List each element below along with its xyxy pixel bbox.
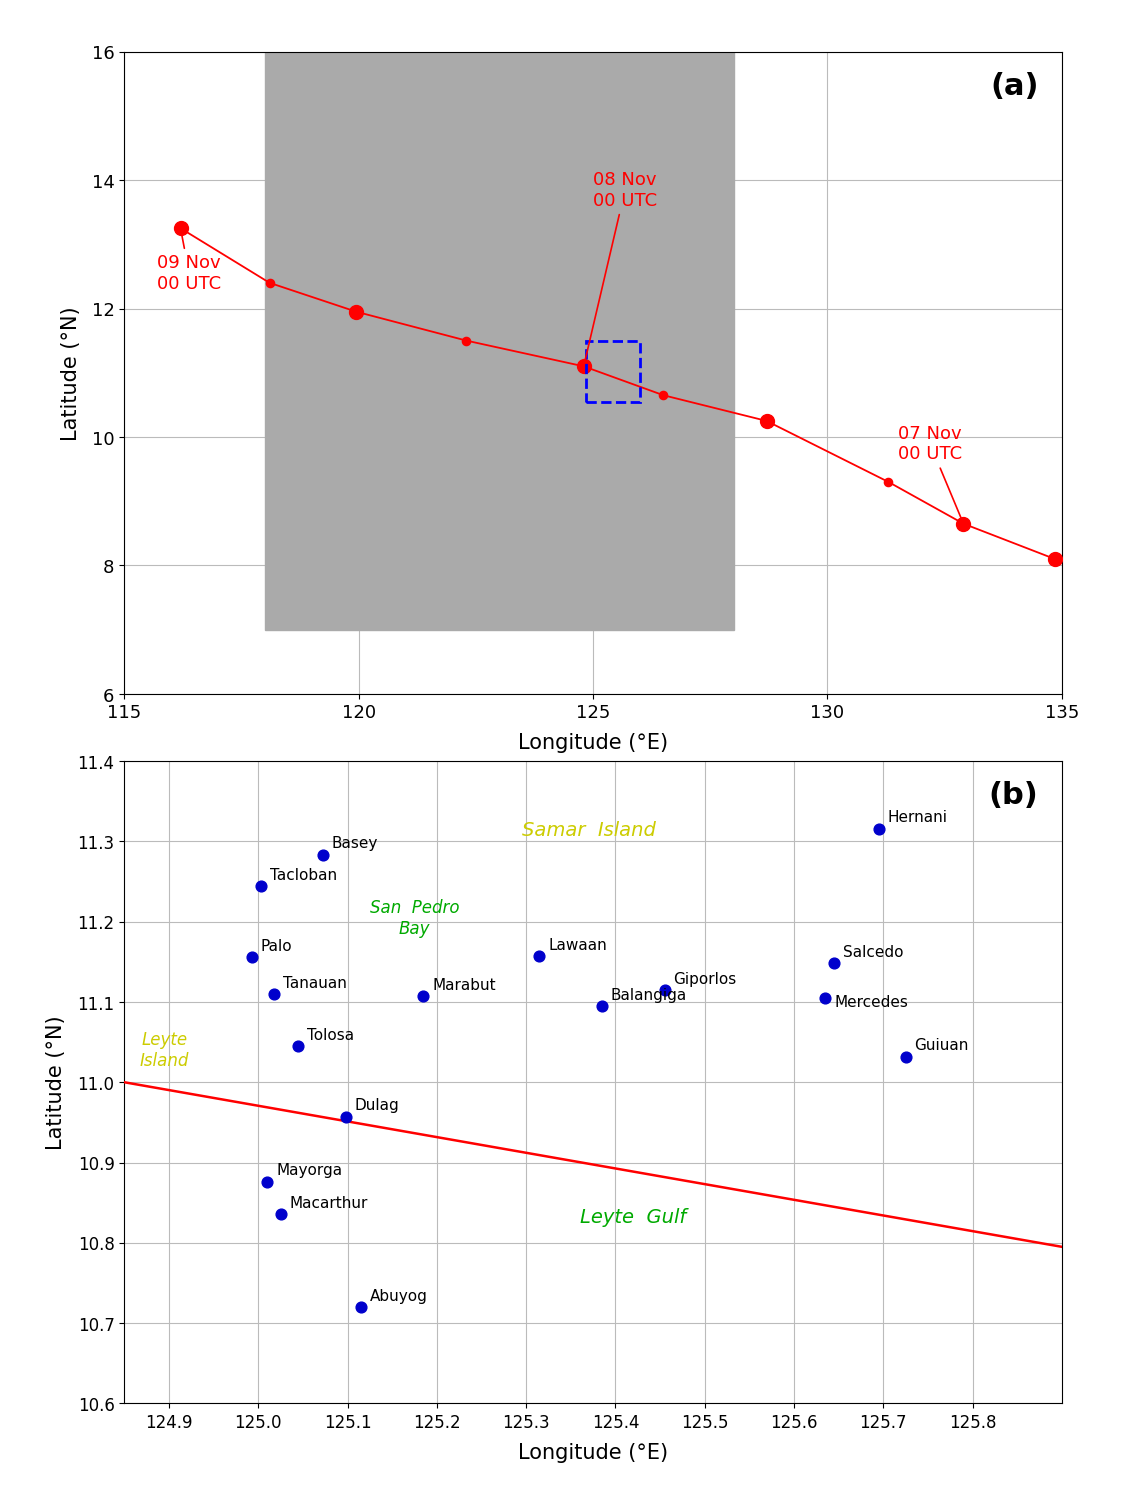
Text: Abuyog: Abuyog [369,1288,428,1303]
X-axis label: Longitude (°E): Longitude (°E) [518,1442,667,1462]
Text: Salcedo: Salcedo [842,945,903,960]
Point [954,512,972,536]
Text: 07 Nov
00 UTC: 07 Nov 00 UTC [898,424,962,521]
Bar [586,340,639,402]
Point [351,1294,369,1318]
Text: 08 Nov
00 UTC: 08 Nov 00 UTC [584,170,657,364]
Text: (a): (a) [989,72,1038,100]
Text: Balangiga: Balangiga [611,987,686,1002]
Point [1045,548,1064,572]
Point [575,355,593,379]
Point [1045,548,1064,572]
Text: Palo: Palo [261,938,292,953]
Point [896,1045,914,1069]
Point [655,978,673,1002]
Point [816,987,834,1011]
Text: Tanauan: Tanauan [283,975,347,990]
Point [347,300,365,324]
Point [457,330,475,354]
Text: Mercedes: Mercedes [833,994,908,1009]
Point [261,272,279,296]
Text: Tolosa: Tolosa [307,1027,355,1042]
Bar [265,52,734,630]
Point [252,875,270,899]
Point [336,1105,355,1129]
Point [824,951,842,975]
Point [313,844,331,867]
Text: San  Pedro
Bay: San Pedro Bay [369,899,460,938]
Point [289,1035,307,1059]
Text: Tacloban: Tacloban [270,867,336,882]
Text: Lawaan: Lawaan [548,938,606,953]
Point [531,945,549,969]
Text: Hernani: Hernani [887,809,947,824]
Text: Dulag: Dulag [355,1097,400,1112]
Point [257,1171,275,1194]
Text: Marabut: Marabut [432,978,496,993]
Text: Leyte  Gulf: Leyte Gulf [580,1208,686,1227]
Point [954,512,972,536]
Y-axis label: Latitude (°N): Latitude (°N) [61,306,80,440]
Point [271,1202,289,1226]
Text: Samar  Island: Samar Island [522,820,655,839]
Point [265,982,283,1006]
Text: Basey: Basey [331,836,377,851]
Point [347,300,365,324]
Point [878,470,896,494]
Point [243,945,261,969]
Point [869,817,887,841]
Point [414,984,432,1008]
Text: Giporlos: Giporlos [673,970,736,985]
Point [593,994,611,1018]
Text: Leyte
Island: Leyte Island [140,1032,189,1069]
Point [758,409,776,433]
Point [575,355,593,379]
Text: 09 Nov
00 UTC: 09 Nov 00 UTC [157,231,221,293]
Point [758,409,776,433]
Y-axis label: Latitude (°N): Latitude (°N) [46,1015,67,1150]
Text: Macarthur: Macarthur [289,1194,368,1209]
Point [654,384,672,408]
Text: Mayorga: Mayorga [275,1163,342,1178]
Text: (b): (b) [988,781,1038,809]
Point [172,216,190,240]
X-axis label: Longitude (°E): Longitude (°E) [518,733,667,752]
Text: Guiuan: Guiuan [914,1038,969,1053]
Point [172,216,190,240]
